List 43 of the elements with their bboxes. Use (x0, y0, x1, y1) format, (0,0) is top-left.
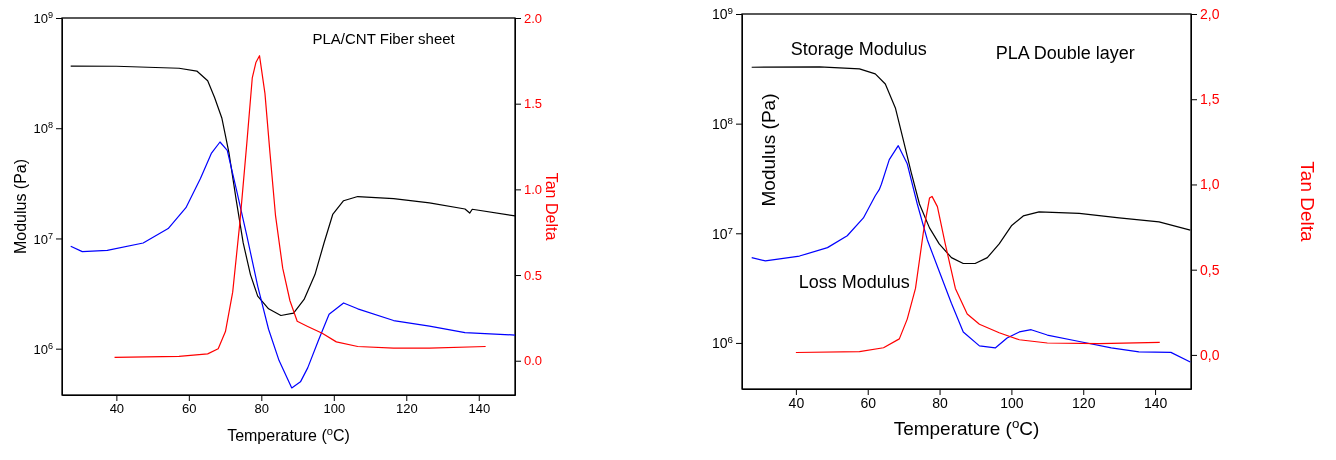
y2-tick-label: 1.0 (524, 182, 543, 198)
y2-tick-label: 0.0 (524, 353, 543, 369)
y-tick-label: 10$^{6}$ (33, 340, 53, 357)
y2-tick-label: 0.5 (524, 267, 543, 283)
y2-tick-label: 2.0 (524, 10, 543, 26)
text: PLA/CNT Fiber sheet (312, 30, 456, 48)
y-tick-label: 10$^{7}$ (711, 224, 733, 242)
y2-tick-label: 1.5 (524, 96, 543, 112)
text: PLA Double layer (995, 43, 1135, 63)
y-tick-label: 10$^{8}$ (711, 114, 734, 133)
y-axis-title: Modulus (Pa) (11, 158, 29, 255)
y-tick-label: 10$^{7}$ (33, 230, 53, 247)
x-tick-label: 80 (254, 401, 270, 417)
line-series (113, 55, 487, 358)
y-tick-label: 10$^{9}$ (33, 10, 53, 27)
x-tick-label: 140 (1143, 394, 1168, 411)
y-tick-label: 10$^{6}$ (711, 333, 734, 352)
y2-tick-label: 1,0 (1200, 176, 1220, 193)
x-tick-label: 40 (109, 401, 125, 417)
x-tick-label: 140 (468, 401, 491, 417)
x-tick-label: 40 (788, 394, 805, 411)
x-axis-title: Temperature ($^{o}$C) (227, 425, 350, 444)
y-tick-label: 10$^{8}$ (33, 120, 53, 137)
line-series (70, 141, 516, 389)
x-axis-title: Temperature ($^{o}$C) (893, 415, 1040, 439)
series-label: Storage Modulus (790, 39, 927, 60)
x-tick-label: 80 (932, 394, 949, 411)
y2-axis-title: Tan Delta (543, 172, 561, 241)
y2-tick-label: 0,0 (1200, 346, 1220, 363)
series-label: Loss Modulus (798, 271, 910, 292)
line-series (795, 195, 1161, 354)
y-axis-title: Modulus (Pa) (757, 93, 779, 207)
x-tick-label: 100 (1000, 394, 1024, 411)
y2-axis-title: Tan Delta (1297, 161, 1319, 243)
x-tick-label: 60 (182, 401, 197, 417)
x-tick-label: 120 (1072, 394, 1096, 411)
x-tick-label: 120 (395, 401, 418, 417)
y2-tick-label: 1,5 (1200, 91, 1220, 108)
y2-tick-label: 2,0 (1200, 5, 1220, 22)
x-tick-label: 100 (323, 401, 346, 417)
y-tick-label: 10$^{9}$ (711, 4, 733, 23)
y2-tick-label: 0,5 (1200, 261, 1220, 278)
x-tick-label: 60 (860, 394, 877, 411)
